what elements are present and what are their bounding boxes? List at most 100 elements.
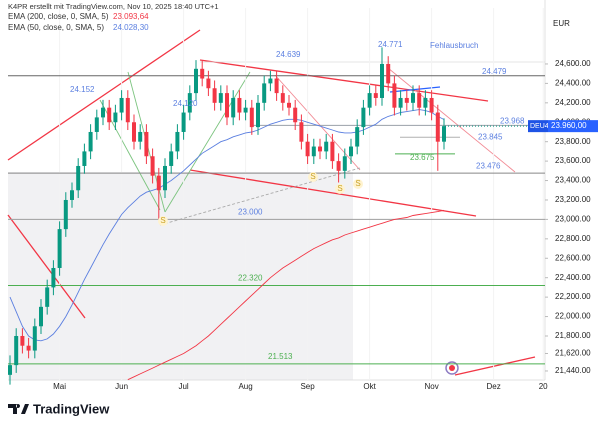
trend-line (189, 169, 477, 217)
y-tick-label: 23,200.00 (555, 195, 591, 204)
candle-body (76, 165, 81, 191)
logo-shape (8, 404, 29, 414)
candle-body (14, 335, 19, 366)
annotation: 24.152 (70, 85, 95, 94)
annotation: S (310, 172, 315, 181)
candle-body (101, 107, 105, 118)
candle-body (398, 97, 403, 108)
candle-body (175, 131, 180, 152)
legend-label: EMA (200, close, 0, SMA, 5) (8, 12, 109, 21)
candle-body (119, 97, 124, 113)
annotation: S (355, 179, 360, 188)
y-tick-label: 24,600.00 (555, 59, 591, 68)
candle-body (212, 88, 217, 103)
candle-body (324, 141, 329, 152)
candle-body (386, 63, 391, 84)
price-tag-symbol-bg (528, 120, 548, 133)
level-label: 23.968 (500, 116, 525, 125)
y-tick-label: 22,400.00 (555, 273, 591, 282)
candle-body (311, 146, 316, 157)
x-tick-label: Jul (178, 382, 188, 391)
y-tick-label: 24,200.00 (555, 98, 591, 107)
candle-body (32, 326, 37, 351)
x-tick-label: Mai (53, 382, 66, 391)
candle-body (355, 127, 360, 147)
marker-badge (353, 179, 363, 189)
candle-body (435, 112, 440, 142)
y-tick-label: 23,400.00 (555, 176, 591, 185)
trend-line (164, 71, 251, 213)
candle-body (125, 97, 130, 123)
marker-badge (158, 216, 168, 226)
candle-body (63, 199, 68, 230)
annotation: 24.120 (173, 99, 198, 108)
candle-body (237, 97, 242, 113)
level-label: 21.513 (268, 352, 293, 361)
level-label: 23.675 (410, 153, 435, 162)
legend-value: 23.093,64 (113, 12, 149, 21)
candle-body (361, 107, 366, 128)
candle-body (299, 122, 304, 142)
candle-body (181, 112, 186, 132)
candle-body (293, 107, 298, 123)
candle-body (280, 93, 285, 103)
candle-body (305, 141, 310, 157)
currency: EUR (553, 19, 570, 28)
candle-body (287, 102, 291, 108)
level-label: 23.000 (238, 208, 263, 217)
candle-body (274, 78, 279, 94)
y-tick-label: 24,400.00 (555, 79, 591, 88)
y-tick-label: 22,800.00 (555, 234, 591, 243)
candle-body (423, 97, 428, 108)
candle-body (45, 287, 50, 307)
candle-body (113, 112, 118, 123)
annotation: 24.771 (378, 40, 403, 49)
candle-body (262, 83, 267, 103)
trend-line (7, 29, 201, 161)
candle-body (225, 93, 229, 118)
trend-line (274, 74, 361, 171)
candle-body (330, 141, 335, 162)
logo-icon (8, 404, 29, 414)
candle-body (57, 229, 62, 268)
legend-label: EMA (50, close, 0, SMA, 5) (8, 23, 104, 32)
x-tick-label: Jun (115, 382, 128, 391)
y-tick-label: 22,200.00 (555, 292, 591, 301)
x-tick-label: 20 (539, 382, 548, 391)
candle-body (411, 93, 415, 103)
trend-line (199, 59, 489, 102)
candle-body (20, 335, 25, 346)
candle-body (318, 146, 322, 152)
candle-body (70, 190, 74, 200)
candle-body (231, 97, 236, 118)
candle-body (206, 78, 211, 89)
x-tick-label: Okt (363, 382, 376, 391)
candle-body (336, 161, 341, 171)
y-tick-label: 22,600.00 (555, 253, 591, 262)
ema-line (9, 109, 445, 342)
y-tick-label: 23,800.00 (555, 137, 591, 146)
x-tick-label: Nov (424, 382, 438, 391)
legend-value: 24.028,30 (113, 23, 149, 32)
annotation: S (337, 184, 342, 193)
candle-body (249, 107, 254, 128)
y-tick-label: 21,440.00 (555, 366, 591, 375)
annotation: 24.639 (276, 50, 301, 59)
y-tick-label: 21,800.00 (555, 331, 591, 340)
candle-body (417, 93, 422, 108)
annotation: Fehlausbruch (430, 41, 478, 50)
level-label: 22.320 (238, 274, 263, 283)
candle-body (51, 267, 56, 288)
candle-body (144, 131, 149, 157)
drawings (7, 0, 546, 381)
ema-line (127, 209, 445, 381)
logo-text: TradingView (33, 401, 110, 416)
candle-body (187, 93, 192, 113)
x-tick-label: Dez (486, 382, 500, 391)
candle-body (200, 68, 205, 79)
candle-body (88, 131, 93, 152)
candle-body (150, 156, 155, 176)
candle-body (373, 93, 378, 98)
header: K4PR erstellt mit TradingView.com, Nov 1… (8, 2, 219, 11)
